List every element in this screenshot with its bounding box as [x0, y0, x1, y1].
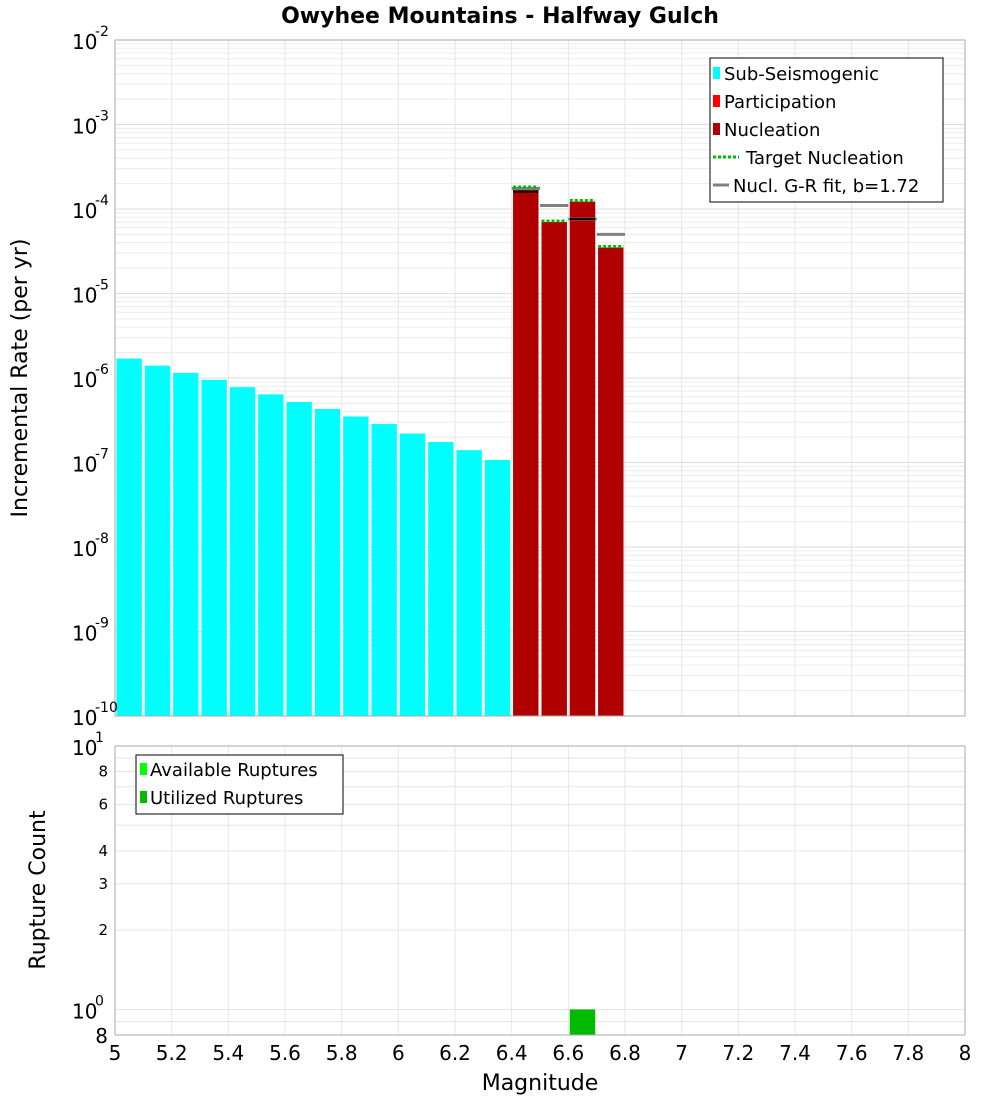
x-tick-label: 5.4 — [212, 1041, 244, 1065]
rate-y-axis-label: Incremental Rate (per yr) — [8, 239, 33, 518]
count-plot-frame — [114, 745, 966, 1036]
x-tick-label: 7.6 — [836, 1041, 868, 1065]
rate-y-tick-exponent: -6 — [95, 362, 109, 378]
x-tick-label: 7.2 — [722, 1041, 754, 1065]
rate-y-tick-exponent: -4 — [95, 193, 109, 209]
legend-swatch-utilized-ruptures — [140, 791, 147, 803]
count-y-tick-base: 10 — [72, 736, 97, 760]
rate-y-tick-base: 10 — [72, 284, 97, 308]
x-tick-label: 5 — [109, 1041, 122, 1065]
bar-nucleation — [513, 188, 539, 717]
count-y-minor-tick: 6 — [98, 795, 108, 813]
count-y-minor-tick: 4 — [98, 842, 108, 860]
rate-legend-box — [709, 57, 944, 203]
count-legend-box — [135, 754, 344, 815]
x-tick-label: 7.8 — [892, 1041, 924, 1065]
x-tick-label: 6.4 — [496, 1041, 528, 1065]
bar-sub-seismogenic — [484, 460, 511, 716]
bar-nucleation — [598, 247, 624, 716]
count-y-minor-tick: 3 — [98, 875, 108, 893]
bar-sub-seismogenic — [286, 401, 312, 716]
rate-y-tick-exponent: -8 — [95, 531, 109, 547]
bar-sub-seismogenic — [343, 416, 369, 716]
bar-sub-seismogenic — [144, 365, 171, 716]
bar-utilized-ruptures — [569, 1009, 596, 1035]
rate-y-tick-base: 10 — [72, 706, 97, 730]
rate-y-tick-exponent: -5 — [95, 278, 109, 294]
x-tick-label: 5.8 — [326, 1041, 358, 1065]
chart-title: Owyhee Mountains - Halfway Gulch — [281, 4, 719, 29]
rate-target-and-fit-lines — [511, 185, 625, 248]
rate-bars — [116, 188, 624, 717]
bar-sub-seismogenic — [116, 358, 142, 716]
rate-y-tick-base: 10 — [72, 453, 97, 477]
bar-sub-seismogenic — [399, 433, 426, 716]
legend-label-participation: Participation — [724, 92, 836, 113]
rate-y-tick-base: 10 — [72, 368, 97, 392]
rate-y-tick-base: 10 — [72, 199, 97, 223]
bar-sub-seismogenic — [229, 387, 256, 716]
bar-sub-seismogenic — [456, 450, 482, 716]
x-tick-label: 6.2 — [439, 1041, 471, 1065]
legend-swatch-participation — [713, 95, 720, 107]
bar-sub-seismogenic — [201, 379, 227, 716]
count-y-axis-label: Rupture Count — [26, 810, 51, 970]
bar-sub-seismogenic — [428, 441, 454, 716]
count-y-tick-exponent: 0 — [95, 993, 104, 1009]
legend-label-gr-fit: Nucl. G-R fit, b=1.72 — [733, 176, 919, 197]
rate-y-tick-base: 10 — [72, 30, 97, 54]
legend-label-target-nucleation: Target Nucleation — [745, 148, 904, 169]
bar-sub-seismogenic — [258, 394, 284, 716]
count-y-tick-base: 10 — [72, 999, 97, 1023]
legend-label-utilized-ruptures: Utilized Ruptures — [150, 788, 303, 809]
count-y-minor-tick: 8 — [98, 763, 108, 781]
bar-nucleation — [569, 201, 596, 717]
rate-y-tick-base: 10 — [72, 115, 97, 139]
legend-label-sub-seismogenic: Sub-Seismogenic — [724, 64, 879, 85]
bar-sub-seismogenic — [173, 372, 199, 716]
x-tick-label: 5.2 — [156, 1041, 188, 1065]
count-y-tick-exponent: 1 — [95, 730, 104, 746]
x-tick-labels: 5 5.2 5.4 5.6 5.8 6 6.2 6.4 6.6 6.8 7 7.2 7.4 7.6 7.8 8 — [109, 1041, 972, 1065]
legend-swatch-sub-seismogenic — [713, 67, 720, 79]
rate-y-tick-exponent: -3 — [95, 109, 109, 125]
count-y-minor-tick: 2 — [98, 921, 108, 939]
count-bars — [569, 1009, 596, 1035]
x-tick-label: 7.4 — [779, 1041, 811, 1065]
legend-swatch-nucleation — [713, 123, 720, 135]
x-axis-label: Magnitude — [482, 1071, 599, 1096]
bar-sub-seismogenic — [371, 424, 397, 716]
legend-swatch-available-ruptures — [140, 763, 147, 775]
legend-label-nucleation: Nucleation — [724, 120, 820, 141]
x-tick-label: 6.6 — [552, 1041, 584, 1065]
rate-plot-frame — [114, 39, 966, 717]
rate-y-tick-exponent: -2 — [95, 24, 109, 40]
rate-y-tick-exponent: -10 — [95, 700, 118, 716]
bar-nucleation — [541, 222, 567, 716]
rate-y-tick-exponent: -9 — [95, 616, 109, 632]
bar-sub-seismogenic — [314, 408, 341, 716]
x-tick-label: 6 — [392, 1041, 405, 1065]
rate-y-tick-base: 10 — [72, 537, 97, 561]
x-tick-label: 7 — [675, 1041, 688, 1065]
count-y-bottom-tick: 8 — [95, 1024, 108, 1048]
rate-y-tick-base: 10 — [72, 622, 97, 646]
legend-label-available-ruptures: Available Ruptures — [150, 760, 318, 781]
x-tick-label: 8 — [959, 1041, 972, 1065]
x-tick-label: 5.6 — [269, 1041, 301, 1065]
rate-grid — [114, 40, 966, 717]
x-tick-label: 6.8 — [609, 1041, 641, 1065]
rate-y-tick-exponent: -7 — [95, 447, 109, 463]
count-legend: Available Ruptures Utilized Ruptures — [135, 754, 344, 815]
rate-legend: Sub-Seismogenic Participation Nucleation… — [709, 57, 944, 203]
